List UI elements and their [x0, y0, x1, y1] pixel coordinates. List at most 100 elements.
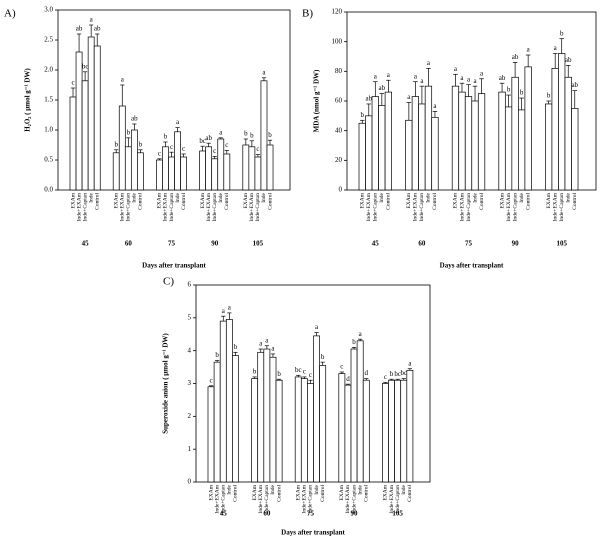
bar: [558, 53, 566, 191]
significance-letter: bc: [82, 62, 89, 70]
y-tick-label: 1: [188, 445, 192, 453]
bar: [378, 105, 386, 191]
y-tick-label: 2: [188, 412, 192, 420]
bar: [498, 91, 506, 191]
significance-letter: b: [234, 343, 238, 351]
bar: [464, 96, 473, 191]
bar: [400, 379, 408, 483]
significance-letter: a: [259, 340, 263, 348]
y-axis-title: Superoxide anion ( µmol g⁻¹ DW): [162, 333, 170, 434]
y-tick-label: 40: [335, 126, 343, 134]
x-tick-label: Inde+EXAm: [302, 484, 308, 513]
significance-letter: a: [467, 75, 471, 83]
panel-label: C): [163, 276, 174, 288]
group-label: 45: [82, 240, 90, 248]
y-tick-label: 0.0: [44, 186, 53, 194]
x-tick-label: Inde: [426, 192, 432, 202]
bar: [411, 96, 419, 191]
x-tick-label: Control: [525, 193, 531, 210]
significance-letter: ab: [499, 74, 506, 82]
bar: [199, 150, 206, 191]
x-tick-label: Inde+Captan: [419, 193, 425, 222]
significance-letter: a: [90, 16, 94, 24]
significance-letter: a: [414, 72, 418, 80]
x-tick-label: Control: [320, 485, 326, 502]
bar: [388, 379, 395, 483]
x-tick-label: Inde+EXAm: [345, 484, 351, 513]
bar: [300, 378, 308, 483]
bar: [130, 129, 138, 191]
x-tick-label: Control: [224, 193, 230, 210]
x-tick-label: Inde+Captan: [255, 193, 261, 222]
bar: [81, 80, 89, 191]
x-tick-label: EXAm: [453, 192, 459, 208]
bar: [217, 138, 225, 191]
significance-letter: a: [222, 307, 226, 315]
bar: [362, 379, 370, 483]
bar: [431, 116, 439, 191]
bar: [371, 96, 379, 191]
x-axis-title: Days after transplant: [281, 529, 345, 537]
x-axis-title: Days after transplant: [142, 262, 206, 270]
group-label: 45: [372, 240, 380, 248]
significance-letter: b: [250, 131, 254, 139]
y-tick-label: 120: [332, 8, 343, 16]
bar: [112, 152, 120, 191]
significance-letter: c: [303, 368, 306, 376]
bar: [350, 348, 358, 483]
significance-letter: a: [271, 345, 275, 353]
significance-letter: d: [346, 375, 350, 383]
group-label: 60: [418, 240, 426, 248]
panel-label: A): [4, 8, 16, 20]
significance-letter: ab: [131, 115, 138, 123]
bar: [174, 131, 181, 191]
significance-letter: d: [365, 369, 369, 377]
significance-letter: c: [340, 363, 343, 371]
x-tick-label: Inde+EXAm: [249, 192, 255, 221]
x-tick-label: Inde+EXAm: [258, 484, 264, 513]
x-tick-label: Inde: [132, 192, 138, 202]
bar: [205, 146, 213, 191]
significance-letter: ab: [76, 25, 83, 33]
bar: [93, 45, 101, 191]
bar: [260, 80, 268, 191]
x-tick-label: EXAm: [243, 192, 249, 208]
significance-letter: c: [213, 147, 216, 155]
bar: [180, 156, 187, 191]
significance-letter: bc: [295, 366, 302, 374]
bar: [405, 119, 413, 191]
x-tick-label: Inde: [401, 484, 407, 494]
x-tick-label: Inde+EXAm: [163, 192, 169, 221]
group-label: 105: [556, 240, 567, 248]
significance-letter: b: [560, 29, 564, 37]
significance-letter: a: [460, 74, 464, 82]
x-tick-label: Inde+EXAm: [413, 192, 419, 221]
bar: [504, 106, 513, 191]
bar: [207, 386, 215, 483]
y-tick-label: 2.0: [44, 66, 53, 74]
significance-letter: a: [427, 59, 431, 67]
significance-letter: c: [158, 149, 161, 157]
significance-letter: a: [473, 77, 477, 85]
x-tick-label: Inde: [472, 192, 478, 202]
bar: [471, 100, 479, 191]
x-tick-label: Inde: [261, 192, 267, 202]
x-tick-label: EXAm: [499, 192, 505, 208]
bar: [307, 383, 314, 483]
x-tick-label: Control: [94, 193, 100, 210]
significance-letter: a: [408, 359, 412, 367]
bar: [251, 378, 259, 483]
x-tick-label: Inde: [379, 192, 385, 202]
x-tick-label: Inde+EXAm: [506, 192, 512, 221]
bar: [344, 384, 352, 483]
significance-letter: a: [359, 330, 363, 338]
bar: [118, 105, 126, 191]
significance-letter: b: [244, 130, 248, 138]
group-label: 75: [168, 240, 176, 248]
bar: [571, 108, 579, 191]
bar: [545, 103, 553, 191]
x-tick-label: Inde: [227, 484, 233, 494]
x-tick-label: Control: [138, 193, 144, 210]
significance-letter: b: [114, 140, 118, 148]
